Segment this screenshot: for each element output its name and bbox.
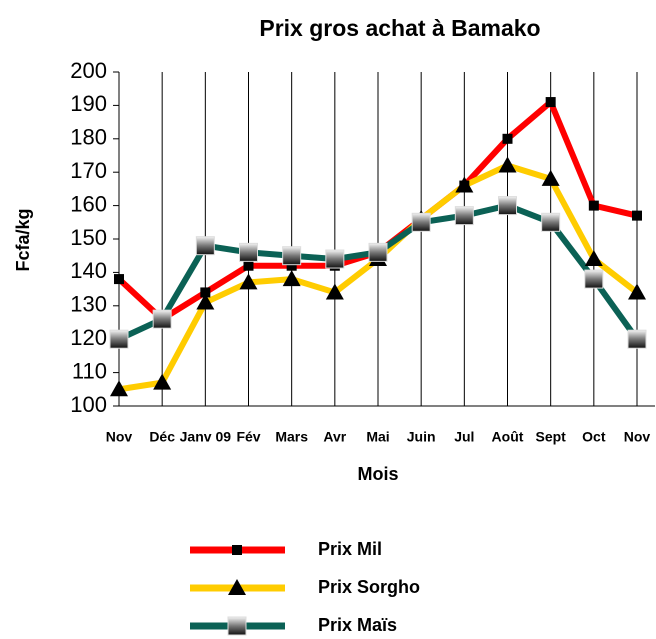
x-tick-label: Jul (454, 429, 474, 445)
x-tick-label: Oct (582, 429, 606, 445)
y-tick-label: 170 (70, 158, 107, 183)
x-tick-label: Mars (275, 429, 308, 445)
x-tick-label: Avr (323, 429, 346, 445)
legend-label: Prix Mil (318, 539, 382, 559)
data-point (502, 133, 513, 144)
data-point (153, 373, 172, 390)
data-point (200, 287, 211, 298)
y-tick-label: 150 (70, 225, 107, 250)
y-tick-label: 140 (70, 258, 107, 283)
data-point (282, 246, 302, 266)
data-point (541, 169, 560, 186)
data-point (196, 293, 215, 310)
y-tick-label: 110 (72, 358, 107, 383)
data-point (152, 309, 172, 329)
data-point (627, 329, 647, 349)
legend-marker (228, 579, 246, 595)
data-point (454, 206, 474, 226)
x-tick-label: Janv 09 (180, 429, 232, 445)
x-tick-label: Sept (535, 429, 566, 445)
data-point (545, 97, 556, 108)
data-point (541, 212, 561, 232)
data-point (195, 236, 215, 256)
y-tick-label: 200 (70, 58, 107, 83)
x-tick-label: Juin (407, 429, 436, 445)
y-tick-label: 120 (70, 325, 107, 350)
data-point (588, 200, 599, 211)
data-point (411, 212, 431, 232)
legend-label: Prix Maïs (318, 615, 397, 635)
data-point (109, 329, 129, 349)
y-axis-title: Fcfa/kg (13, 208, 33, 271)
legend-marker (232, 545, 242, 555)
y-tick-label: 180 (70, 125, 107, 150)
data-point (584, 269, 604, 289)
x-axis-title: Mois (357, 464, 398, 484)
data-point (282, 270, 301, 287)
data-point (498, 196, 517, 216)
data-point (286, 260, 297, 271)
data-point (584, 250, 603, 267)
data-point (325, 249, 345, 269)
legend-marker (227, 616, 247, 636)
y-tick-label: 100 (70, 392, 107, 417)
data-point (239, 273, 258, 290)
y-tick-label: 160 (70, 191, 107, 216)
y-tick-label: 190 (70, 91, 107, 116)
x-tick-label: Nov (106, 429, 133, 445)
data-point (239, 242, 258, 262)
data-point (628, 283, 646, 300)
chart-title: Prix gros achat à Bamako (259, 15, 540, 41)
data-point (455, 176, 474, 193)
y-tick-label: 130 (70, 292, 107, 317)
data-point (632, 210, 642, 221)
data-point (110, 380, 128, 397)
x-tick-label: Août (492, 429, 524, 445)
data-point (498, 156, 517, 173)
x-tick-label: Mai (366, 429, 389, 445)
data-point (114, 274, 124, 285)
legend-label: Prix Sorgho (318, 577, 420, 597)
data-point (368, 242, 388, 262)
x-tick-label: Déc (149, 429, 175, 445)
data-point (243, 260, 254, 271)
data-point (325, 283, 344, 300)
x-tick-label: Nov (624, 429, 651, 445)
x-tick-label: Fév (236, 429, 260, 445)
